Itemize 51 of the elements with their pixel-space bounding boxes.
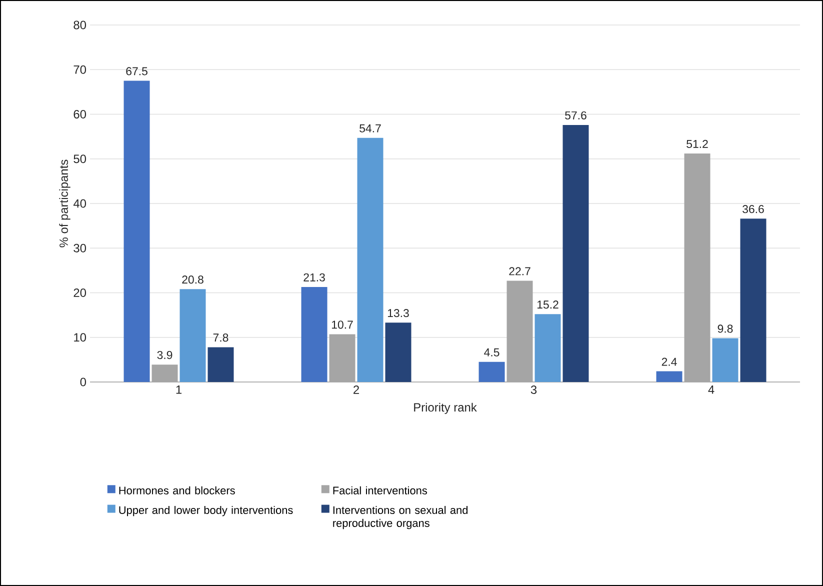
data-label: 2.4 — [662, 358, 677, 366]
bar — [534, 314, 561, 382]
data-label: 3.9 — [157, 350, 172, 360]
bar — [656, 371, 682, 382]
data-label: 57.6 — [565, 111, 586, 120]
y-axis-title: % of participants — [59, 160, 70, 248]
data-label: 10.7 — [332, 320, 353, 329]
data-label: 67.5 — [126, 67, 148, 76]
data-label: 22.7 — [509, 267, 530, 276]
legend-label: Hormones and blockers — [119, 486, 235, 494]
y-tick-label: 80 — [74, 20, 86, 30]
y-tick-label: 0 — [80, 378, 86, 386]
data-label: 51.2 — [686, 140, 708, 148]
bar — [506, 280, 533, 382]
bar — [740, 218, 766, 382]
bar — [357, 138, 384, 382]
y-tick-label: 70 — [74, 65, 86, 74]
x-tick-label: 4 — [708, 386, 714, 394]
bar — [562, 124, 589, 382]
y-tick-label: 10 — [74, 333, 86, 342]
bar — [712, 338, 738, 382]
data-label: 36.6 — [742, 205, 764, 214]
data-label: 54.7 — [360, 124, 381, 132]
y-tick-label: 60 — [74, 110, 86, 118]
bar — [208, 347, 234, 382]
x-axis-title: Priority rank — [414, 402, 477, 414]
bar — [385, 322, 412, 382]
data-label: 15.2 — [537, 300, 558, 309]
y-tick-label: 50 — [74, 154, 86, 164]
data-label: 9.8 — [718, 324, 733, 333]
bar — [684, 154, 710, 382]
bar — [301, 286, 328, 382]
data-label: 20.8 — [182, 276, 204, 284]
data-label: 4.5 — [484, 348, 500, 356]
bar — [478, 362, 505, 382]
data-label: 21.3 — [304, 273, 325, 282]
data-label: 7.8 — [213, 334, 228, 342]
bar — [329, 334, 356, 382]
legend-label: Interventions on sexual and reproductive organs — [333, 506, 468, 530]
legend-label: Upper and lower body interventions — [119, 506, 293, 516]
legend-label: Facial interventions — [333, 486, 427, 494]
x-tick-label: 2 — [354, 386, 359, 394]
x-tick-label: 3 — [530, 386, 537, 394]
bar — [152, 364, 178, 382]
data-label: 13.3 — [388, 309, 409, 318]
y-tick-label: 40 — [73, 199, 86, 208]
x-tick-label: 1 — [176, 386, 182, 394]
bar — [124, 80, 150, 382]
y-tick-label: 30 — [74, 244, 86, 252]
y-tick-label: 20 — [74, 288, 86, 297]
bar — [180, 289, 206, 382]
